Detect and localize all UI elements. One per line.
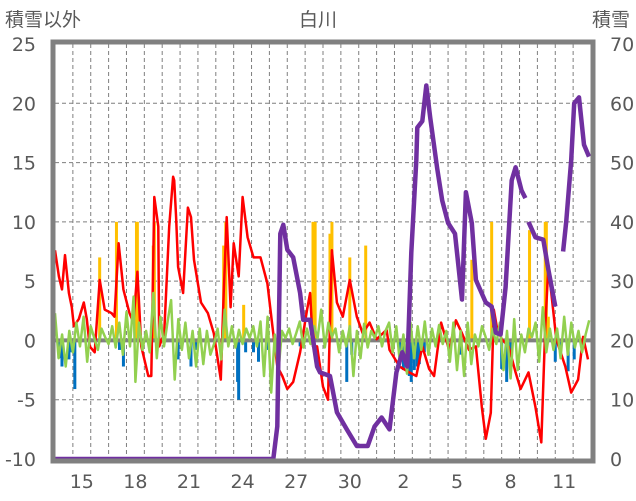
x-tick-label: 2 [397, 471, 409, 493]
blue-bar [345, 340, 349, 382]
right-y-tick-label: 40 [610, 212, 634, 234]
x-tick-label: 27 [284, 471, 308, 493]
yellow-bar [98, 257, 102, 341]
x-tick-label: 18 [123, 471, 147, 493]
x-tick-label: 11 [552, 471, 576, 493]
right-y-tick-label: 30 [610, 271, 634, 293]
yellow-bar [470, 259, 474, 341]
yellow-bar [152, 221, 156, 341]
x-tick-label: 15 [70, 471, 94, 493]
gridlines [55, 44, 591, 459]
left-y-tick-label: -10 [5, 449, 36, 471]
blue-bar [417, 340, 421, 365]
blue-bar [73, 340, 77, 390]
yellow-bar [528, 230, 532, 341]
blue-bar [60, 340, 64, 367]
right-y-tick-label: 60 [610, 93, 634, 115]
left-y-tick-label: -5 [17, 390, 36, 412]
yellow-bar [546, 316, 550, 341]
blue-bar [237, 340, 241, 400]
blue-bar [409, 340, 413, 382]
left-y-tick-label: 20 [12, 93, 36, 115]
yellow-bar [313, 221, 317, 341]
yellow-bar [242, 304, 246, 341]
blue-bar [176, 340, 180, 360]
plot-marks [53, 83, 592, 462]
blue-bar [572, 340, 576, 360]
right-y-tick-label: 10 [610, 390, 634, 412]
left-axis-title: 積雪以外 [5, 9, 81, 31]
blue-bar [257, 340, 261, 362]
blue-bar [553, 340, 557, 362]
blue-bar [509, 340, 513, 353]
right-y-tick-label: 70 [610, 34, 634, 56]
left-y-tick-label: 25 [12, 34, 36, 56]
blue-bar [298, 340, 302, 347]
left-y-tick-label: 5 [24, 271, 36, 293]
plot-frame [50, 39, 596, 464]
right-axis-title: 積雪 [592, 9, 630, 31]
right-y-tick-label: 50 [610, 153, 634, 175]
x-tick-label: 5 [451, 471, 463, 493]
x-tick-label: 24 [231, 471, 255, 493]
x-tick-label: 21 [177, 471, 201, 493]
snow-depth-series [55, 83, 592, 462]
left-y-tick-label: 0 [24, 330, 36, 352]
yellow-bar [364, 245, 368, 341]
chart-title: 白川 [299, 9, 337, 31]
yellow-bar [348, 257, 352, 341]
blue-bar [67, 340, 71, 360]
blue-bar [189, 340, 193, 367]
blue-bar [194, 340, 198, 350]
left-y-tick-label: 15 [12, 153, 36, 175]
blue-bar [117, 340, 121, 350]
blue-bar [251, 340, 255, 353]
right-y-tick-label: 0 [610, 449, 622, 471]
blue-bar [415, 340, 419, 367]
yellow-bar [490, 221, 494, 341]
blue-bar [244, 340, 248, 353]
yellow-bar [224, 221, 228, 341]
right-y-tick-label: 20 [610, 330, 634, 352]
blue-bar [422, 340, 426, 353]
x-tick-label: 30 [338, 471, 362, 493]
blue-bar [505, 340, 509, 382]
left-y-tick-label: 10 [12, 212, 36, 234]
plot-border [50, 39, 596, 464]
x-tick-label: 8 [505, 471, 517, 493]
yellow-bar [311, 221, 315, 341]
